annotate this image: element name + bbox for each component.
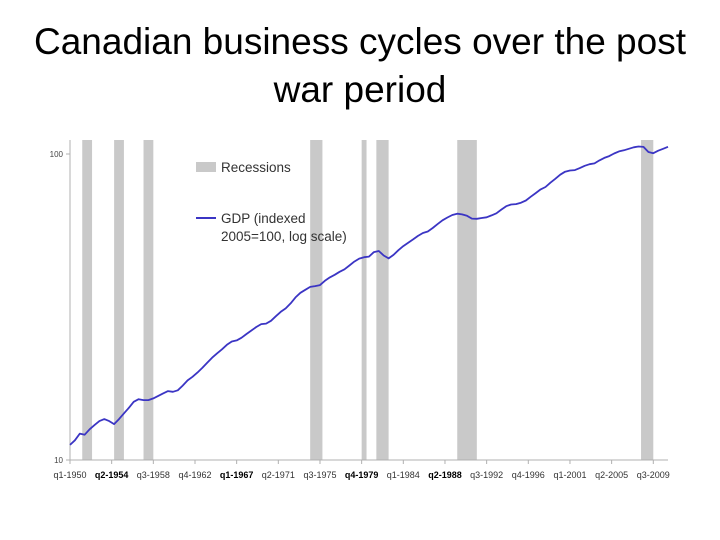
recession-band [114,140,124,460]
recession-band [457,140,477,460]
x-tick-label: q2-1988 [428,470,462,480]
x-tick-label: q4-1962 [178,470,211,480]
legend-label-recessions: Recessions [221,160,291,175]
gdp-line [69,145,669,446]
x-tick-label: q2-1954 [95,470,129,480]
gdp-series [69,145,669,446]
legend-label-gdp: GDP (indexed 2005=100, log scale) [221,211,347,244]
x-tick-label: q3-1992 [470,470,503,480]
x-tick-label: q3-2009 [637,470,670,480]
legend-label-gdp-line: 2005=100, log scale) [221,229,347,244]
x-tick-label: q1-2001 [553,470,586,480]
recession-band [82,140,93,460]
recession-band [641,140,654,460]
recession-band [310,140,323,460]
x-tick-label: q4-1979 [345,470,379,480]
x-tick-label: q4-1996 [512,470,545,480]
legend-label-gdp-line: GDP (indexed [221,211,306,226]
x-tick-label: q2-2005 [595,470,628,480]
x-tick-label: q1-1967 [220,470,254,480]
y-tick-label: 100 [50,150,64,159]
y-tick-label: 10 [54,456,63,465]
recession-bands [82,140,654,460]
chart-legend: Recessions GDP (indexed 2005=100, log scal… [196,160,347,244]
x-tick-label: q3-1958 [137,470,170,480]
chart-axes: 10 100 q1-1950 q2-1954 q3-1958 q4-1962 q1-1967… [50,140,670,480]
legend-swatch-recessions [196,162,216,172]
slide-title: Canadian business cycles over the post w… [34,21,686,110]
x-tick-label: q3-1975 [303,470,336,480]
x-tick-label: q1-1984 [387,470,420,480]
x-tick-label: q2-1971 [262,470,295,480]
recession-band [361,140,367,460]
recession-band [376,140,389,460]
recession-band [143,140,154,460]
x-tick-label: q1-1950 [53,470,86,480]
